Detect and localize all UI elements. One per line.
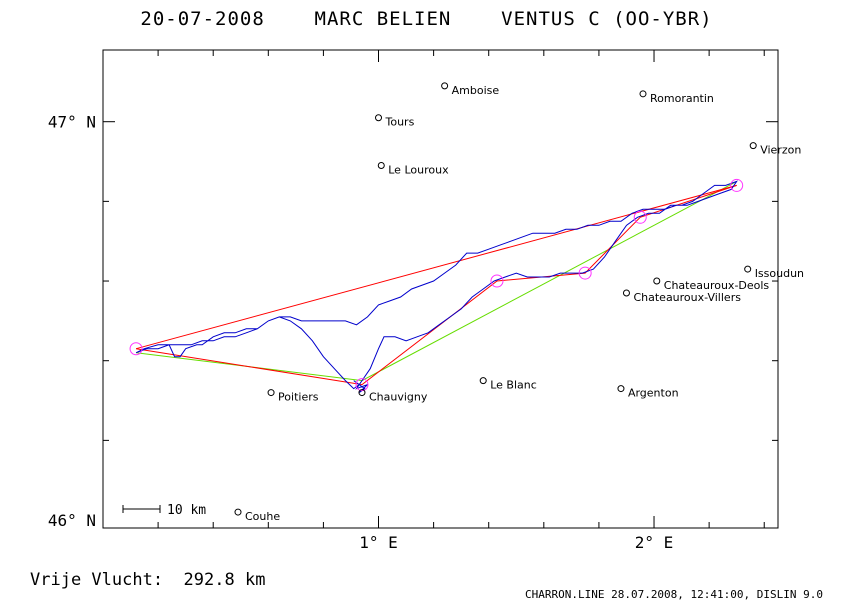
flight-track (135, 180, 738, 394)
scale-bar-label: 10 km (167, 503, 206, 518)
track-line (135, 180, 738, 394)
town-label: Argenton (628, 387, 679, 400)
credits: CHARRON.LINE 28.07.2008, 12:41:00, DISLI… (524, 588, 823, 601)
town-marker (358, 389, 366, 397)
town-marker (622, 289, 630, 297)
y-tick-label: 47° N (48, 113, 96, 132)
town-label: Le Blanc (490, 379, 537, 392)
page-title: 20-07-2008 MARC BELIEN VENTUS C (OO-YBR) (0, 8, 853, 30)
scored-legs-line (136, 184, 737, 386)
town-label: Issoudun (755, 267, 804, 280)
turnpoint-marker (578, 266, 592, 280)
town-marker (653, 277, 661, 285)
town-label: Tours (385, 116, 415, 129)
turnpoint-marker (730, 178, 744, 192)
town-label: Chateauroux-Deols (664, 279, 770, 292)
town-label: Vierzon (760, 144, 801, 157)
distance-value: 292.8 km (183, 570, 266, 590)
town-marker (639, 90, 647, 98)
map-frame (102, 49, 779, 529)
town-label: Chateauroux-Villers (633, 291, 741, 304)
town-marker (375, 114, 383, 122)
x-tick-label: 2° E (635, 533, 674, 552)
town-label: Amboise (452, 84, 500, 97)
alternate-route-line (136, 180, 737, 382)
town-label: Couhe (245, 510, 280, 523)
town-label: Chauvigny (369, 391, 428, 404)
town-marker (377, 162, 385, 170)
town-label: Poitiers (278, 391, 319, 404)
tick-marks (103, 50, 778, 528)
distance-label: Vrije Vlucht: (30, 570, 164, 590)
towns: Amboise Romorantin Tours Vierzon Le Louroux I… (234, 82, 804, 523)
turnpoint-marker (129, 342, 143, 356)
turnpoint-marker (490, 274, 504, 288)
town-marker (744, 265, 752, 273)
town-label: Le Louroux (388, 164, 449, 177)
town-marker (234, 508, 242, 516)
distance-readout: Vrije Vlucht: 292.8 km (30, 570, 265, 590)
title-glider: VENTUS C (OO-YBR) (501, 8, 713, 30)
routes (135, 180, 737, 386)
turnpoint-marker (355, 378, 369, 392)
title-pilot: MARC BELIEN (314, 8, 452, 30)
town-marker (479, 377, 487, 385)
town-marker (617, 385, 625, 393)
town-marker (267, 389, 275, 397)
scale-bar: 10 km (122, 503, 206, 518)
turnpoints (129, 178, 744, 392)
declared-route-line (135, 184, 737, 350)
town-label: Romorantin (650, 92, 714, 105)
turnpoint-marker (633, 210, 647, 224)
town-marker (441, 82, 449, 90)
axis-labels: 1° E 2° E 47° N 46° N (48, 113, 673, 552)
town-marker (749, 142, 757, 150)
x-tick-label: 1° E (359, 533, 398, 552)
title-date: 20-07-2008 (140, 8, 265, 30)
y-tick-label: 46° N (48, 511, 96, 530)
